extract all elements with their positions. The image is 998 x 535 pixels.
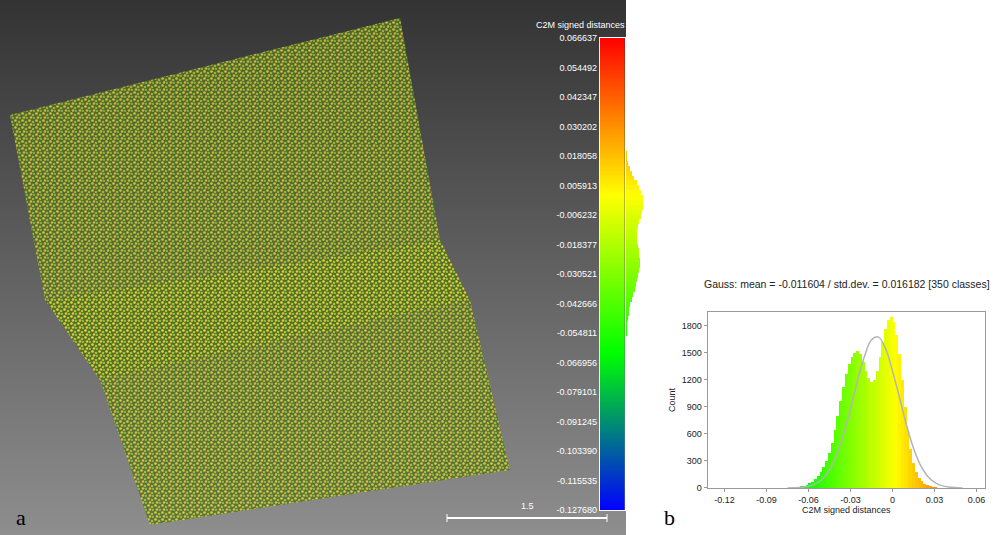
svg-text:0.018058: 0.018058: [559, 151, 597, 161]
svg-text:-0.127680: -0.127680: [556, 505, 597, 515]
svg-text:0: 0: [890, 495, 895, 505]
svg-text:Gauss: mean = -0.011604 / std.: Gauss: mean = -0.011604 / std.dev. = 0.0…: [704, 278, 990, 290]
svg-text:-0.115535: -0.115535: [557, 476, 597, 486]
svg-text:900: 900: [687, 402, 702, 412]
svg-text:-0.079101: -0.079101: [556, 387, 597, 397]
svg-text:b: b: [664, 505, 675, 530]
svg-text:0.03: 0.03: [926, 495, 944, 505]
svg-text:0.054492: 0.054492: [559, 63, 597, 73]
svg-text:-0.006232: -0.006232: [556, 210, 597, 220]
svg-text:1.5: 1.5: [521, 501, 534, 511]
svg-text:0.030202: 0.030202: [559, 122, 597, 132]
svg-text:-0.103390: -0.103390: [556, 446, 597, 456]
svg-text:-0.030521: -0.030521: [556, 269, 597, 279]
svg-text:Count: Count: [667, 387, 677, 412]
svg-text:-0.091245: -0.091245: [556, 417, 597, 427]
svg-text:-0.09: -0.09: [756, 495, 777, 505]
svg-text:C2M signed distances: C2M signed distances: [802, 505, 891, 515]
svg-text:-0.042666: -0.042666: [556, 299, 597, 309]
svg-text:-0.054811: -0.054811: [557, 328, 597, 338]
svg-text:C2M signed distances: C2M signed distances: [536, 20, 625, 30]
svg-text:300: 300: [687, 456, 702, 466]
svg-text:0.066637: 0.066637: [559, 33, 597, 43]
svg-text:-0.12: -0.12: [714, 495, 735, 505]
svg-text:-0.018377: -0.018377: [556, 240, 597, 250]
svg-text:0.042347: 0.042347: [559, 92, 597, 102]
svg-text:0: 0: [697, 483, 702, 493]
svg-text:-0.066956: -0.066956: [556, 358, 597, 368]
svg-text:a: a: [16, 505, 26, 530]
svg-text:1800: 1800: [682, 321, 702, 331]
svg-text:-0.03: -0.03: [840, 495, 861, 505]
svg-text:0.06: 0.06: [968, 495, 986, 505]
svg-text:1200: 1200: [682, 375, 702, 385]
svg-text:-0.06: -0.06: [798, 495, 819, 505]
svg-text:1500: 1500: [682, 348, 702, 358]
svg-text:600: 600: [687, 429, 702, 439]
svg-text:0.005913: 0.005913: [559, 181, 597, 191]
